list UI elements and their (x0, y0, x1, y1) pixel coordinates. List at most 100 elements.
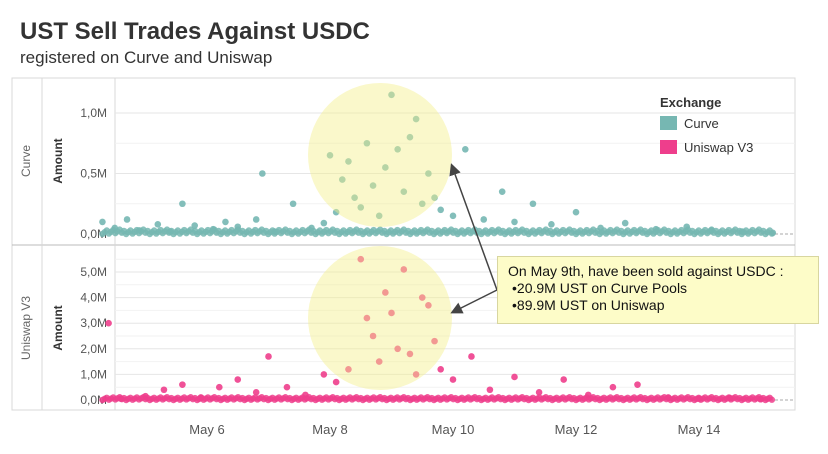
x-tick-label: May 8 (312, 422, 347, 437)
data-point (332, 378, 340, 386)
highlight-circle-uniswap (308, 246, 452, 390)
data-point (535, 389, 543, 396)
data-point (339, 176, 346, 183)
data-point (289, 200, 297, 208)
annotation-box: On May 9th, have been sold against USDC … (497, 256, 819, 324)
data-point (418, 200, 426, 208)
data-point (326, 152, 334, 159)
data-point (283, 383, 291, 391)
data-point (400, 266, 408, 273)
data-point (609, 383, 617, 391)
y-tick-label: 4,0M (80, 291, 107, 305)
legend-item-label: Uniswap V3 (684, 140, 753, 155)
data-point (431, 337, 438, 345)
highlight-circle-curve (308, 83, 452, 227)
data-point (382, 289, 389, 296)
data-point (382, 164, 389, 171)
data-point (388, 91, 395, 99)
data-point (320, 371, 328, 378)
data-point (160, 386, 168, 394)
data-point (418, 294, 426, 301)
data-point (345, 365, 352, 373)
data-point (634, 381, 641, 388)
data-point (431, 194, 438, 201)
y-tick-label: 1,0M (80, 367, 107, 381)
x-tick-label: May 10 (432, 422, 475, 437)
data-point (511, 373, 518, 381)
data-point (468, 353, 475, 360)
data-point (234, 376, 242, 383)
data-point (449, 212, 457, 220)
data-point (486, 386, 494, 394)
chart-title: UST Sell Trades Against USDC (20, 18, 370, 45)
y-tick-label: 3,0M (80, 316, 107, 330)
data-point (437, 365, 445, 373)
data-point (437, 206, 445, 214)
y-tick-label: 0,0M (80, 393, 107, 407)
annotation-list: 20.9M UST on Curve Pools 89.9M UST on Un… (508, 280, 808, 314)
data-point (388, 309, 395, 317)
data-point (394, 345, 401, 353)
annotation-arrow (450, 289, 498, 314)
data-point (252, 389, 260, 396)
data-point (548, 221, 555, 228)
data-point (369, 182, 377, 189)
panel-label: Uniswap V3 (19, 296, 33, 360)
legend-swatch (660, 116, 677, 130)
data-point (768, 230, 776, 237)
data-point (572, 208, 580, 216)
data-point (498, 188, 506, 195)
data-point (179, 381, 186, 388)
data-point (252, 216, 260, 223)
data-point (560, 376, 567, 383)
data-point (99, 218, 106, 226)
data-point (425, 170, 432, 177)
data-point (480, 216, 488, 223)
y-tick-label: 0,5M (80, 167, 107, 181)
data-point (462, 146, 469, 153)
data-point (621, 219, 629, 227)
y-axis-label: Amount (51, 138, 65, 183)
data-point (216, 383, 223, 391)
data-point (375, 358, 383, 365)
data-point (351, 194, 358, 201)
data-point (265, 353, 272, 360)
legend-swatch (660, 140, 677, 154)
data-point (400, 188, 408, 195)
data-point (412, 371, 420, 378)
data-point (179, 200, 186, 208)
y-tick-label: 2,0M (80, 342, 107, 356)
data-point (406, 133, 414, 141)
panel-label: Curve (19, 145, 33, 177)
data-point (105, 319, 112, 327)
data-point (363, 139, 371, 147)
x-tick-label: May 12 (555, 422, 598, 437)
data-point (529, 200, 537, 208)
data-point (425, 301, 432, 309)
data-point (369, 332, 377, 340)
annotation-arrow (449, 163, 498, 291)
y-tick-label: 5,0M (80, 265, 107, 279)
data-point (259, 170, 266, 177)
data-point (511, 218, 518, 226)
data-point (449, 376, 457, 383)
data-point (154, 221, 162, 228)
x-tick-label: May 6 (189, 422, 224, 437)
annotation-item: 20.9M UST on Curve Pools (508, 280, 808, 297)
x-tick-label: May 14 (678, 422, 721, 437)
data-point (375, 212, 383, 220)
data-point (332, 208, 340, 216)
data-point (412, 115, 420, 123)
annotation-item: 89.9M UST on Uniswap (508, 297, 808, 314)
data-point (357, 255, 365, 263)
data-point (345, 158, 352, 165)
annotation-heading: On May 9th, have been sold against USDC … (508, 263, 784, 279)
data-point (320, 219, 328, 227)
chart-frame (11, 77, 796, 411)
y-axis-label: Amount (51, 305, 65, 350)
data-point (768, 396, 776, 403)
data-point (222, 218, 229, 226)
data-point (191, 222, 198, 229)
data-point (363, 314, 371, 322)
chart-subtitle: registered on Curve and Uniswap (20, 48, 273, 67)
